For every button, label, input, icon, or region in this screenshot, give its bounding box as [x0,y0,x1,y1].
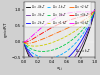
Legend: $\Omega$ = -4·k$_B$T, $\Omega$ = -3·k$_B$T, $\Omega$ = -2·k$_B$T, $\Omega$ = -1·: $\Omega$ = -4·k$_B$T, $\Omega$ = -3·k$_B… [25,2,91,27]
X-axis label: x$_{Li}$: x$_{Li}$ [56,66,63,73]
Text: $\Omega_{mix}$ = k$_B$T: $\Omega_{mix}$ = k$_B$T [75,48,92,55]
Y-axis label: g$_{mix}$/RT: g$_{mix}$/RT [2,21,10,38]
